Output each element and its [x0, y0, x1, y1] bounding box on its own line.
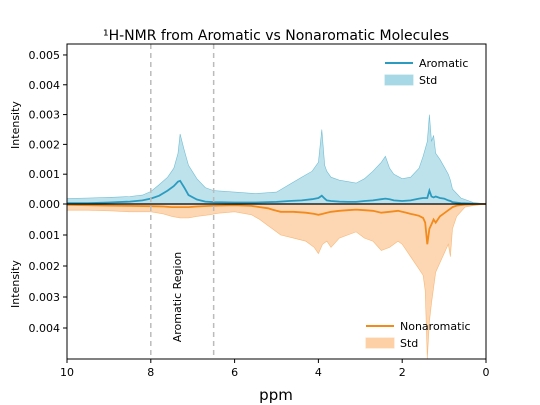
x-tick-label: 2 [399, 366, 406, 379]
legend-label: Aromatic [419, 57, 468, 70]
annotations: Aromatic Region [150, 44, 215, 359]
bottom-y-tick-label: 0.004 [29, 322, 61, 335]
legend-bottom: Nonaromatic Std [365, 320, 471, 350]
bottom-mean-line [66, 203, 487, 245]
top-panel [66, 114, 487, 205]
bottom-y-tick-label: 0.003 [29, 291, 61, 304]
bottom-y-tick-label: 0.001 [29, 229, 61, 242]
legend-top: Aromatic Std [384, 57, 468, 87]
x-axis-label: ppm [259, 386, 293, 404]
x-tick-label: 4 [315, 366, 322, 379]
x-tick-label: 0 [483, 366, 490, 379]
legend-label: Nonaromatic [400, 320, 471, 333]
top-y-tick-label: 0.002 [29, 138, 61, 151]
x-tick-label: 6 [231, 366, 238, 379]
top-std-area [66, 114, 487, 205]
top-y-tick-label: 0.001 [29, 168, 61, 181]
bottom-y-tick-label: 0.002 [29, 260, 61, 273]
bottom-panel [66, 203, 487, 360]
top-y-tick-label: 0.000 [29, 198, 61, 211]
legend-fill-swatch [365, 337, 395, 349]
x-tick-label: 8 [147, 366, 154, 379]
top-y-axis-label: Intensity [9, 101, 22, 149]
chart-title: ¹H-NMR from Aromatic vs Nonaromatic Mole… [103, 28, 449, 44]
legend-label: Std [419, 74, 437, 87]
x-tick-label: 10 [60, 366, 74, 379]
bottom-y-axis-label: Intensity [9, 260, 22, 308]
top-y-tick-label: 0.003 [29, 109, 61, 122]
top-y-tick-label: 0.004 [29, 79, 61, 92]
axes: 10 8 6 4 2 0 0.000 0.001 0.002 0.003 0.004 0.005 0.0… [29, 43, 490, 379]
bottom-std-area [66, 203, 487, 360]
plot-frame [66, 43, 487, 360]
top-y-tick-label: 0.005 [29, 49, 61, 62]
legend-label: Std [400, 337, 418, 350]
top-mean-line [67, 179, 487, 205]
legend-fill-swatch [384, 74, 414, 86]
annotation-label: Aromatic Region [171, 252, 184, 343]
